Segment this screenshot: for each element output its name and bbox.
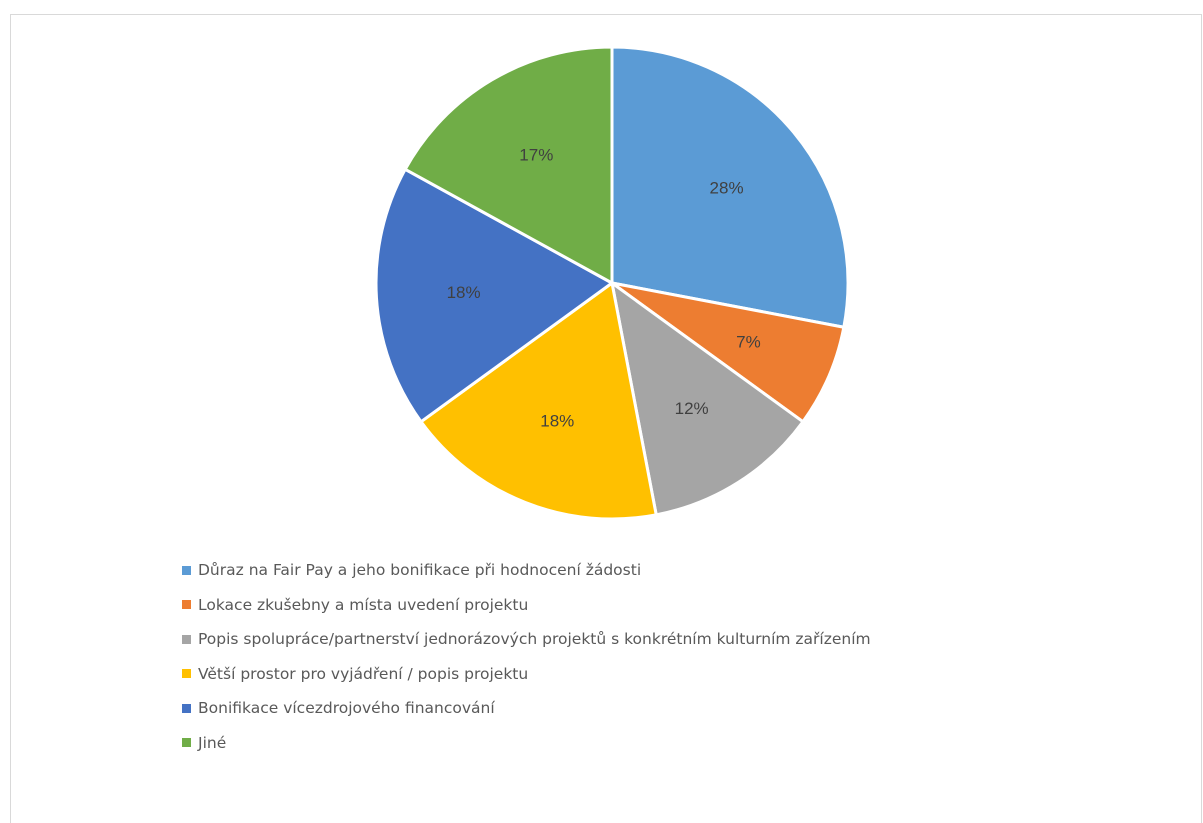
legend-label: Popis spolupráce/partnerství jednorázový… [198,630,871,648]
legend-item: Důraz na Fair Pay a jeho bonifikace při … [182,558,641,582]
legend-item: Popis spolupráce/partnerství jednorázový… [182,627,871,651]
legend-swatch [182,703,191,713]
slice-data-label: 18% [447,283,481,302]
legend-label: Lokace zkušebny a místa uvedení projektu [198,595,529,614]
legend-label: Větší prostor pro vyjádření / popis proj… [198,664,529,683]
pie-slice [374,167,614,424]
legend-swatch [182,600,191,609]
legend-swatch [182,738,191,747]
legend-swatch [182,669,191,678]
slice-data-label: 7% [736,333,761,352]
legend-label: Bonifikace vícezdrojového financování [198,699,495,717]
legend-item: Jiné [182,731,226,755]
legend-item: Větší prostor pro vyjádření / popis proj… [182,662,528,686]
pie-slice [403,45,614,285]
legend-swatch [182,565,191,575]
pie-slice [610,45,850,329]
slice-data-label: 28% [710,179,744,198]
legend-item: Lokace zkušebny a místa uvedení projektu [182,593,528,617]
pie-slice [419,281,658,521]
pie-slice [610,281,846,424]
legend-swatch [182,634,191,644]
pie-slice [610,281,805,517]
legend-label: Důraz na Fair Pay a jeho bonifikace při … [198,561,642,579]
slice-data-label: 18% [540,412,574,431]
legend-label: Jiné [198,733,227,752]
pie-chart: 28% 7% 12% 18% 18% 17% [374,45,850,521]
slice-data-label: 17% [519,146,553,165]
legend-item: Bonifikace vícezdrojového financování [182,696,495,720]
slice-data-label: 12% [675,399,709,418]
